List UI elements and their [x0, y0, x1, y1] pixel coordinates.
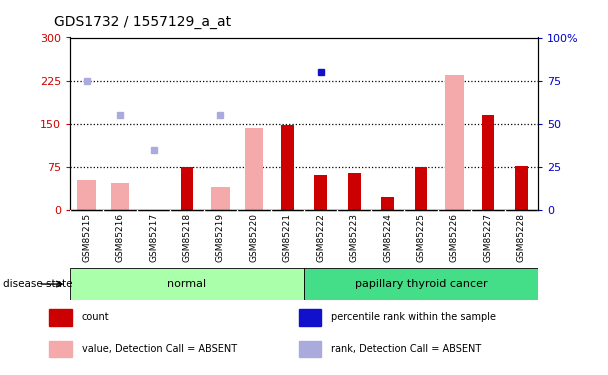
Text: GSM85226: GSM85226 [450, 213, 459, 262]
Text: GSM85225: GSM85225 [416, 213, 426, 262]
Text: GSM85223: GSM85223 [350, 213, 359, 262]
Text: papillary thyroid cancer: papillary thyroid cancer [354, 279, 488, 289]
Text: count: count [82, 312, 109, 322]
Bar [304, 268, 538, 300]
Text: GSM85215: GSM85215 [82, 213, 91, 262]
Text: GSM85227: GSM85227 [483, 213, 492, 262]
Text: value, Detection Call = ABSENT: value, Detection Call = ABSENT [82, 344, 237, 354]
Bar [299, 340, 321, 357]
Text: GSM85216: GSM85216 [116, 213, 125, 262]
Text: normal: normal [167, 279, 207, 289]
Text: GDS1732 / 1557129_a_at: GDS1732 / 1557129_a_at [54, 15, 232, 29]
Bar [211, 187, 230, 210]
Bar [49, 309, 72, 326]
Text: GSM85220: GSM85220 [249, 213, 258, 262]
Text: percentile rank within the sample: percentile rank within the sample [331, 312, 496, 322]
Bar [482, 115, 494, 210]
Bar [445, 75, 464, 210]
Bar [77, 180, 96, 210]
Text: rank, Detection Call = ABSENT: rank, Detection Call = ABSENT [331, 344, 482, 354]
Bar [415, 167, 427, 210]
Bar [381, 197, 394, 210]
Bar [181, 167, 193, 210]
Bar [111, 183, 130, 210]
Text: GSM85219: GSM85219 [216, 213, 225, 262]
Bar [299, 309, 321, 326]
Text: GSM85218: GSM85218 [182, 213, 192, 262]
Text: GSM85222: GSM85222 [316, 213, 325, 262]
Text: GSM85221: GSM85221 [283, 213, 292, 262]
Bar [49, 340, 72, 357]
Text: GSM85217: GSM85217 [149, 213, 158, 262]
Bar [244, 128, 263, 210]
Bar [348, 172, 361, 210]
Text: disease state: disease state [3, 279, 72, 289]
Text: GSM85228: GSM85228 [517, 213, 526, 262]
Bar [314, 176, 327, 210]
Bar [70, 268, 304, 300]
Bar [281, 126, 294, 210]
Text: GSM85224: GSM85224 [383, 213, 392, 262]
Bar [515, 166, 528, 210]
